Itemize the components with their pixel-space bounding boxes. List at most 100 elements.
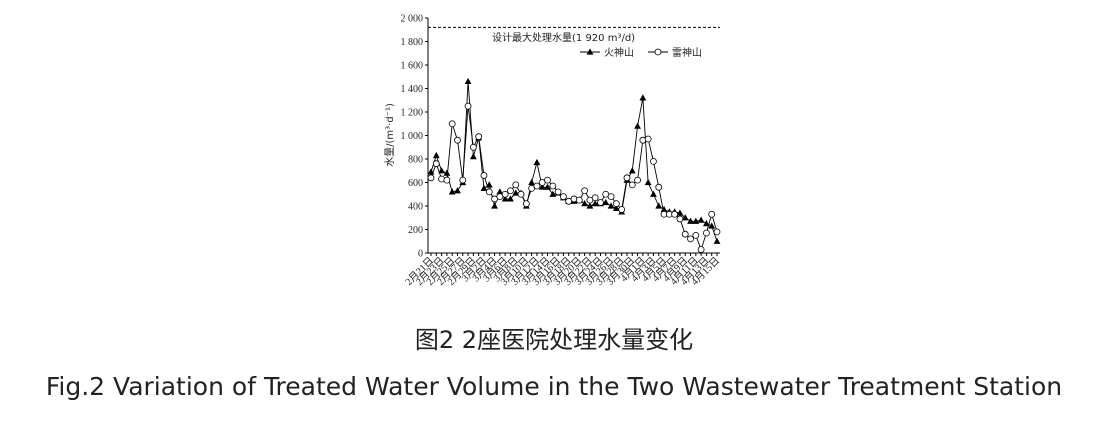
- y-tick-label: 0: [418, 249, 423, 260]
- legend-marker: [654, 48, 662, 56]
- data-point: [671, 210, 679, 218]
- data-point: [676, 209, 684, 216]
- data-point: [591, 194, 599, 202]
- y-tick-label: 1 400: [401, 84, 424, 95]
- y-tick-label: 1 600: [401, 61, 424, 72]
- data-point: [507, 195, 514, 202]
- data-point: [464, 102, 472, 110]
- data-point: [427, 174, 435, 182]
- data-point: [628, 167, 636, 174]
- data-point: [544, 183, 551, 190]
- data-point: [650, 157, 657, 165]
- data-point: [480, 184, 488, 191]
- data-point: [687, 217, 694, 224]
- data-point: [581, 200, 588, 207]
- data-point: [703, 220, 710, 227]
- data-point: [644, 178, 652, 186]
- data-point: [591, 200, 599, 207]
- data-point: [703, 229, 710, 237]
- data-point: [454, 136, 461, 144]
- data-point: [607, 193, 615, 201]
- data-point: [544, 176, 551, 184]
- data-point: [507, 187, 514, 195]
- data-point: [538, 183, 546, 190]
- data-point: [618, 206, 626, 213]
- data-point: [469, 143, 477, 151]
- caption-en: Fig.2 Variation of Treated Water Volume …: [46, 372, 1062, 401]
- data-point: [612, 204, 620, 211]
- data-point: [528, 178, 536, 186]
- y-tick-label: 1 800: [401, 37, 424, 48]
- data-point: [639, 94, 647, 101]
- data-point: [517, 190, 525, 198]
- data-point: [708, 210, 716, 218]
- data-point: [655, 202, 663, 209]
- data-point: [560, 193, 567, 201]
- data-point: [586, 202, 594, 209]
- data-point: [612, 200, 620, 208]
- data-point: [459, 176, 467, 184]
- data-point: [623, 174, 631, 182]
- data-point: [692, 217, 700, 224]
- data-point: [522, 200, 530, 208]
- legend-label: 火神山: [604, 46, 634, 59]
- annotation: 设计最大处理水量(1 920 m³/d): [492, 31, 635, 44]
- y-tick-label: 800: [408, 155, 423, 166]
- data-point: [501, 195, 509, 202]
- data-point: [575, 196, 583, 204]
- data-point: [676, 215, 684, 223]
- data-point: [501, 190, 509, 198]
- data-point: [432, 160, 440, 168]
- data-point: [713, 228, 721, 236]
- y-tick-label: 600: [408, 178, 423, 189]
- data-point: [581, 187, 588, 195]
- data-point: [475, 133, 483, 141]
- y-tick-label: 200: [408, 225, 423, 236]
- data-point: [597, 199, 604, 206]
- data-point: [681, 214, 689, 221]
- data-point: [655, 183, 663, 191]
- data-point: [549, 190, 557, 197]
- data-point: [432, 151, 440, 159]
- data-point: [660, 205, 668, 213]
- y-tick-label: 2 000: [401, 14, 424, 25]
- data-point: [607, 202, 615, 209]
- data-point: [634, 122, 641, 129]
- y-axis-label: 水量/(m³·d⁻¹): [384, 103, 396, 167]
- y-tick-label: 1 200: [401, 108, 424, 119]
- caption-cn: 图2 2座医院处理水量变化: [415, 326, 693, 354]
- data-point: [644, 135, 652, 143]
- data-point: [713, 237, 721, 244]
- data-point: [448, 188, 456, 195]
- data-point: [697, 246, 705, 253]
- data-point: [549, 182, 557, 190]
- data-point: [533, 158, 541, 166]
- data-point: [512, 181, 520, 189]
- data-point: [634, 176, 641, 184]
- y-tick-label: 1 000: [401, 131, 424, 142]
- data-point: [443, 176, 451, 184]
- data-point: [464, 77, 472, 85]
- data-point: [454, 187, 461, 194]
- data-point: [448, 120, 456, 128]
- data-point: [438, 167, 445, 174]
- data-point: [485, 188, 493, 196]
- data-point: [512, 189, 520, 196]
- data-point: [602, 198, 610, 206]
- data-point: [681, 230, 689, 238]
- data-point: [496, 188, 504, 195]
- data-point: [491, 202, 498, 209]
- legend-label: 雷神山: [672, 46, 702, 59]
- y-tick-label: 400: [408, 202, 423, 213]
- data-point: [469, 153, 477, 160]
- data-point: [708, 222, 716, 229]
- data-point: [443, 169, 451, 176]
- legend-marker: [586, 48, 594, 55]
- series-line: [430, 106, 718, 251]
- data-point: [697, 216, 705, 223]
- data-point: [650, 190, 657, 197]
- data-point: [687, 235, 694, 243]
- data-point: [692, 231, 700, 239]
- data-point: [554, 188, 562, 196]
